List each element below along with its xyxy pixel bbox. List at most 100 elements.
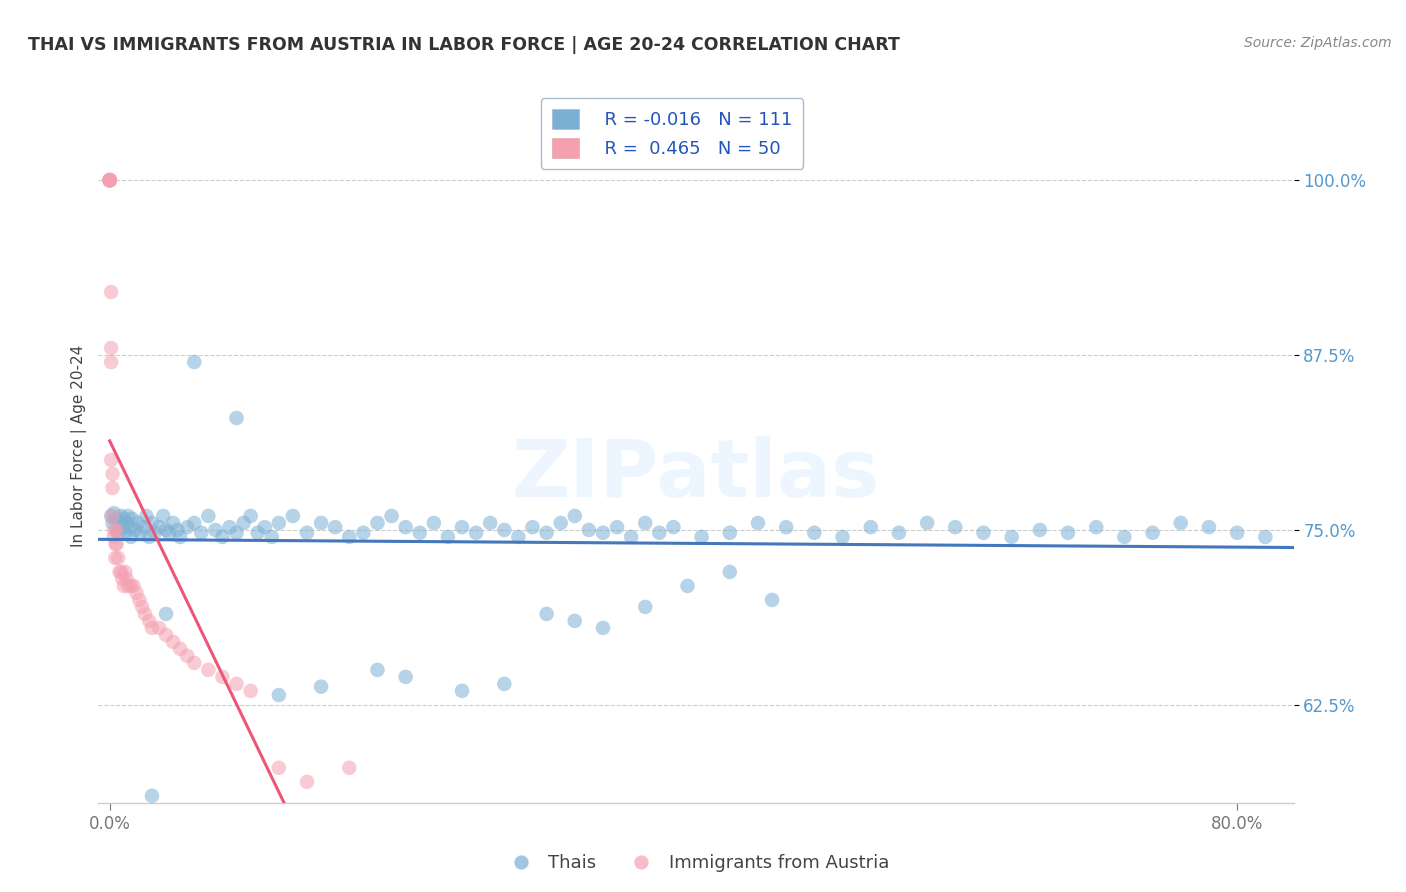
Point [197,508,219,523]
Point [125,586,148,600]
Text: Source: ZipAtlas.com: Source: ZipAtlas.com [1244,36,1392,50]
Point [648,525,671,540]
Point [117,579,139,593]
Point [110,565,132,579]
Point [101,508,124,523]
Point [592,525,614,540]
Point [309,680,332,694]
Point [1142,525,1164,540]
Point [131,599,153,614]
Point [128,593,150,607]
Point [494,523,516,537]
Point [1029,523,1052,537]
Point [176,520,198,534]
Point [887,525,910,540]
Point [1254,530,1277,544]
Point [103,506,125,520]
Point [437,530,460,544]
Point [395,520,418,534]
Point [104,512,127,526]
Point [141,621,163,635]
Text: THAI VS IMMIGRANTS FROM AUSTRIA IN LABOR FORCE | AGE 20-24 CORRELATION CHART: THAI VS IMMIGRANTS FROM AUSTRIA IN LABOR… [28,36,900,54]
Point [183,516,205,530]
Point [108,516,131,530]
Point [98,173,121,187]
Point [634,599,657,614]
Point [169,641,191,656]
Point [232,516,254,530]
Point [239,508,262,523]
Point [98,173,121,187]
Point [253,520,276,534]
Point [148,520,170,534]
Point [522,520,544,534]
Point [295,774,318,789]
Point [366,516,388,530]
Point [129,525,152,540]
Point [141,789,163,803]
Point [323,520,346,534]
Point [155,523,177,537]
Point [104,550,127,565]
Point [105,523,128,537]
Point [122,579,145,593]
Point [761,593,783,607]
Point [98,173,121,187]
Point [620,530,643,544]
Point [676,579,699,593]
Point [155,607,177,621]
Point [101,481,124,495]
Point [662,520,685,534]
Legend: Thais, Immigrants from Austria: Thais, Immigrants from Austria [496,847,896,880]
Point [100,285,122,299]
Point [101,516,124,530]
Point [550,516,572,530]
Point [690,530,713,544]
Point [120,579,142,593]
Text: ZIPatlas: ZIPatlas [512,435,880,514]
Point [112,579,135,593]
Point [134,607,156,621]
Point [295,525,318,540]
Point [100,453,122,467]
Point [155,628,177,642]
Point [104,537,127,551]
Point [120,530,142,544]
Point [337,530,360,544]
Point [101,467,124,481]
Point [239,684,262,698]
Point [110,508,132,523]
Point [135,508,157,523]
Point [107,550,129,565]
Point [176,648,198,663]
Point [162,635,184,649]
Point [105,523,128,537]
Point [395,670,418,684]
Point [111,520,134,534]
Point [157,525,180,540]
Point [169,530,191,544]
Point [211,530,233,544]
Point [118,520,141,534]
Point [1198,520,1220,534]
Point [124,523,146,537]
Point [162,516,184,530]
Point [204,523,226,537]
Point [121,512,143,526]
Point [260,530,283,544]
Point [100,508,122,523]
Point [183,355,205,369]
Point [803,525,825,540]
Point [100,355,122,369]
Point [115,516,138,530]
Point [718,565,741,579]
Point [111,572,134,586]
Point [117,508,139,523]
Point [915,516,938,530]
Point [634,516,657,530]
Point [148,621,170,635]
Point [831,530,853,544]
Point [1170,516,1192,530]
Point [112,512,135,526]
Point [465,525,488,540]
